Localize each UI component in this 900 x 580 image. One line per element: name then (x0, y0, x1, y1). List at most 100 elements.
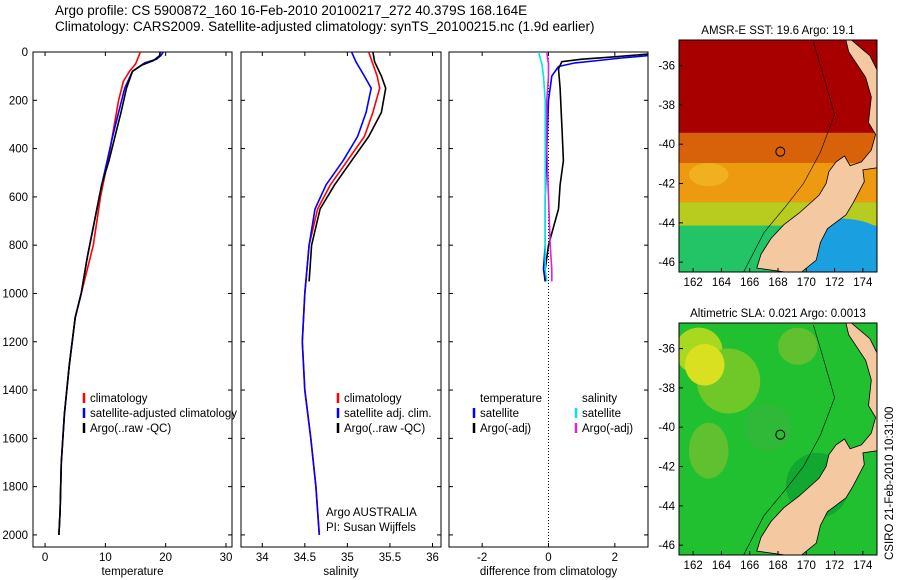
y-tick-label: -36 (658, 344, 675, 356)
x-tick-label: 36 (426, 552, 439, 564)
x-tick-label: 164 (712, 277, 732, 289)
x-axis-label: difference from climatology (480, 566, 617, 578)
x-tick-label: 34.5 (294, 552, 316, 564)
map-field (679, 323, 877, 555)
plot-frame (32, 51, 233, 548)
legend-label: Argo(-adj) (582, 423, 633, 435)
bathymetry-contour (743, 324, 835, 555)
legend-label: satellite (480, 408, 519, 420)
sst-patch (688, 162, 729, 187)
legend-label: climatology (344, 393, 402, 405)
sla-high-patch (684, 343, 725, 386)
legend-label: satellite-adjusted climatology (90, 408, 237, 420)
x-tick-label: 35.5 (379, 552, 401, 564)
y-tick-label: -36 (658, 61, 675, 73)
map-title: AMSR-E SST: 19.6 Argo: 19.1 (701, 25, 854, 37)
x-tick-label: 34 (256, 552, 269, 564)
plot-frame (448, 51, 649, 548)
series-group (301, 52, 387, 535)
difference-panel: -2 0 2 difference from climatology temperatu… (448, 51, 649, 578)
legend-label: temperature (480, 393, 542, 405)
footer-label: CSIRO 21-Feb-2010 10:31:00 (884, 407, 896, 560)
sla-patch (688, 422, 729, 479)
x-tick-label: 162 (684, 277, 703, 289)
x-tick-label: 2 (612, 552, 618, 564)
salinity-panel: 34 34.5 35 35.5 36 salinity climatology satelli… (240, 51, 442, 578)
series-line (545, 52, 553, 282)
y-tick-label: 1600 (2, 433, 28, 445)
x-tick-label: 172 (825, 277, 844, 289)
y-tick-label: 800 (9, 240, 28, 252)
temperature-panel: 0 10 20 30 0 200 400 600 800 1000 1200 1400 1600 1800… (2, 47, 237, 578)
x-tick-label: 20 (159, 552, 172, 564)
y-tick-label: -42 (658, 179, 675, 191)
header-line-2: Climatology: CARS2009. Satellite-adjuste… (55, 19, 595, 34)
y-tick-label: -38 (658, 383, 675, 395)
y-tick-label: -40 (658, 422, 675, 434)
x-tick-label: 10 (99, 552, 112, 564)
y-tick-label: 400 (9, 144, 28, 156)
series-group (537, 52, 648, 282)
y-tick-label: 1400 (2, 385, 28, 397)
sla-patch (778, 327, 818, 365)
new-zealand-land (756, 323, 877, 555)
y-tick-label: -42 (658, 462, 675, 474)
x-tick-label: 35 (341, 552, 354, 564)
y-tick-label: 600 (9, 192, 28, 204)
y-tick-label: -38 (658, 100, 675, 112)
y-tick-label: -44 (658, 501, 675, 513)
x-tick-label: 174 (853, 560, 873, 572)
y-tick-label: 2000 (2, 530, 28, 542)
series-line (537, 52, 548, 282)
sla-map-panel: 162 164 166 168 170 172 174 -36 -38 -40 -42 -44 -46 A… (658, 308, 878, 572)
bathymetry-contour (743, 41, 835, 272)
annotation-line: Argo AUSTRALIA (326, 507, 417, 519)
y-tick-label: 200 (9, 95, 28, 107)
x-tick-label: 168 (768, 277, 787, 289)
x-tick-label: 170 (797, 560, 816, 572)
legend-label: Argo(..raw -QC) (344, 423, 425, 435)
y-tick-label: -46 (658, 257, 675, 269)
y-tick-label: 1000 (2, 288, 28, 300)
legend-label: salinity (582, 393, 617, 405)
y-tick-label: 0 (22, 47, 28, 59)
new-zealand-land (756, 40, 877, 272)
y-tick-label: -44 (658, 218, 675, 230)
argo-float-marker (775, 429, 786, 440)
header-line-1: Argo profile: CS 5900872_160 16-Feb-2010… (55, 3, 528, 18)
x-axis-label: salinity (323, 566, 358, 578)
x-tick-label: 170 (797, 277, 816, 289)
x-tick-label: 168 (768, 560, 787, 572)
y-tick-label: 1800 (2, 482, 28, 494)
x-tick-label: 30 (220, 552, 233, 564)
legend-label: climatology (90, 393, 148, 405)
x-axis-label: temperature (101, 566, 163, 578)
x-tick-label: 174 (853, 277, 873, 289)
y-tick-label: -46 (658, 540, 675, 552)
x-tick-label: 0 (42, 552, 48, 564)
series-line (301, 52, 373, 535)
map-title: Altimetric SLA: 0.021 Argo: 0.0013 (690, 308, 866, 320)
plot-frame (240, 51, 442, 548)
y-tick-label: -40 (658, 139, 675, 151)
x-tick-label: 164 (712, 560, 732, 572)
x-tick-label: 162 (684, 560, 703, 572)
series-line (544, 53, 648, 282)
x-tick-label: 172 (825, 560, 844, 572)
sst-zone (679, 40, 877, 133)
map-field (679, 40, 877, 272)
x-tick-label: 166 (740, 277, 759, 289)
legend-label: Argo(-adj) (480, 423, 531, 435)
sst-map-panel: 162 164 166 168 170 172 174 -36 -38 -40 -42 -44 -46 A… (658, 25, 878, 289)
legend-label: satellite (582, 408, 621, 420)
x-tick-label: 166 (740, 560, 759, 572)
legend-label: satellite adj. clim. (344, 408, 432, 420)
sla-patch (744, 404, 792, 451)
y-tick-label: 1200 (2, 337, 28, 349)
series-line (58, 52, 161, 535)
series-line (308, 52, 387, 282)
argo-float-marker (775, 146, 786, 157)
annotation-line: PI: Susan Wijffels (326, 522, 416, 534)
